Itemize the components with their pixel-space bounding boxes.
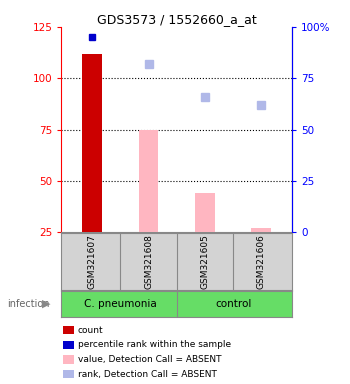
Text: percentile rank within the sample: percentile rank within the sample [78, 340, 231, 349]
Bar [82, 54, 102, 232]
Text: GSM321608: GSM321608 [144, 234, 153, 289]
Text: GSM321605: GSM321605 [201, 234, 209, 289]
Bar [251, 228, 271, 232]
Text: value, Detection Call = ABSENT: value, Detection Call = ABSENT [78, 355, 221, 364]
Text: GSM321606: GSM321606 [257, 234, 266, 289]
Text: count: count [78, 326, 103, 335]
Text: ▶: ▶ [42, 299, 51, 309]
Text: GSM321607: GSM321607 [88, 234, 97, 289]
Text: C. pneumonia: C. pneumonia [84, 299, 157, 309]
Text: infection: infection [7, 299, 49, 309]
Bar [195, 193, 215, 232]
Text: control: control [215, 299, 251, 309]
Title: GDS3573 / 1552660_a_at: GDS3573 / 1552660_a_at [97, 13, 257, 26]
Bar [139, 129, 159, 232]
Text: rank, Detection Call = ABSENT: rank, Detection Call = ABSENT [78, 369, 217, 379]
